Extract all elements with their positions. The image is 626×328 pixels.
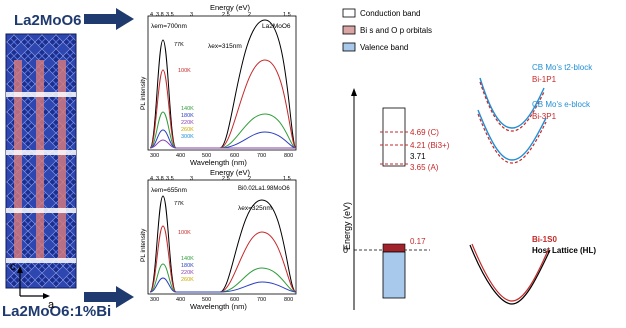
bi-orbital-block — [382, 243, 406, 253]
top-xtick-3: 600 — [230, 153, 239, 159]
bottom-energy-tick-3: 3 — [190, 176, 193, 182]
crystal-structure — [5, 33, 77, 289]
curve-bi-1s0 — [471, 243, 550, 302]
energy-zero-label: 0 — [343, 245, 348, 255]
legend-conduction: Conduction band — [360, 9, 421, 18]
top-energy-tick-2: 3.5 — [166, 12, 174, 18]
bottom-xtick-1: 400 — [176, 297, 185, 303]
level-bi3: 4.21 (Bi3+) — [410, 141, 450, 150]
top-xtick-2: 500 — [202, 153, 211, 159]
label-bi-3p1: Bi-3P1 — [532, 112, 557, 121]
bottom-energy-tick-4: 2.5 — [222, 176, 230, 182]
label-e-block: CB Mo's e-block — [532, 100, 591, 109]
band-legend: Conduction band Bi s and O p orbitals Va… — [342, 8, 432, 52]
top-compound-label: La2MoO6 — [14, 12, 82, 29]
bottom-xtick-3: 600 — [230, 297, 239, 303]
bottom-compound: Bi0.02La1.98MoO6 — [238, 186, 290, 192]
bottom-ylabel: PL intensity — [140, 228, 147, 262]
top-energy-tick-4: 2.5 — [222, 12, 230, 18]
level-c: 4.69 (C) — [410, 128, 439, 137]
legend-valence: Valence band — [360, 43, 408, 52]
top-temp-3: 180K — [181, 113, 194, 119]
bottom-energy-tick-0: 4 — [150, 176, 153, 182]
bottom-energy-tick-5: 2 — [248, 176, 251, 182]
bottom-xtick-2: 500 — [202, 297, 211, 303]
top-curve-220k — [149, 139, 296, 149]
top-xtick-4: 700 — [257, 153, 266, 159]
top-ylabel: PL intensity — [140, 76, 147, 110]
bottom-xtick-5: 800 — [284, 297, 293, 303]
top-energy-tick-5: 2 — [248, 12, 251, 18]
bottom-temp-4: 220K — [181, 270, 194, 276]
energy-axis-label: Energy (eV) — [342, 202, 352, 250]
bottom-compound-label: La2MoO6:1%Bi — [2, 303, 112, 320]
top-xtick-5: 800 — [284, 153, 293, 159]
top-energy-title: Energy (eV) — [210, 3, 251, 12]
bottom-energy-tick-1: 3.8 — [156, 176, 164, 182]
conduction-band-box — [382, 107, 406, 167]
energy-level-diagram: Energy (eV) 0 4.69 (C) 4.21 (Bi3+) 3.71 … — [342, 88, 450, 310]
bottom-temp-0: 77K — [174, 201, 184, 207]
top-energy-tick-1: 3.8 — [156, 12, 164, 18]
top-temp-1: 100K — [178, 68, 191, 74]
top-lambda-ex: λex=315nm — [208, 43, 242, 50]
bottom-curve-180k — [149, 277, 297, 293]
top-temp-0: 77K — [174, 42, 184, 48]
axis-indicator: c a — [10, 261, 55, 311]
top-xlabel: Wavelength (nm) — [190, 158, 247, 167]
level-a: 3.65 (A) — [410, 163, 439, 172]
bottom-lambda-em: λem=655nm — [151, 187, 187, 194]
bottom-energy-tick-6: 1.5 — [283, 176, 291, 182]
bottom-temp-1: 100K — [178, 230, 191, 236]
axis-a-label: a — [48, 299, 55, 311]
level-cb-edge: 3.71 — [410, 152, 426, 161]
bottom-energy-title: Energy (eV) — [210, 168, 251, 177]
bottom-pl-plot: Energy (eV) 4 3.8 3.5 3 2.5 2 1.5 PL int… — [140, 168, 297, 311]
legend-bi-orbitals: Bi s and O p orbitals — [360, 26, 432, 35]
bottom-energy-tick-2: 3.5 — [166, 176, 174, 182]
curve-bi-3p1 — [477, 113, 547, 164]
top-lambda-em: λem=700nm — [151, 23, 187, 30]
level-zero-value: 0.17 — [410, 237, 426, 246]
label-t2-block: CB Mo's t2-block — [532, 63, 593, 72]
curve-t2-block — [479, 77, 545, 129]
bottom-xtick-0: 300 — [150, 297, 159, 303]
top-energy-tick-6: 1.5 — [283, 12, 291, 18]
curve-e-block — [477, 109, 547, 161]
bottom-arrow — [84, 286, 134, 308]
bottom-lambda-ex: λex=325nm — [238, 205, 272, 212]
label-bi-1p1: Bi-1P1 — [532, 75, 557, 84]
top-compound: La2MoO6 — [262, 23, 291, 30]
curve-host-lattice — [469, 244, 551, 305]
top-energy-tick-0: 4 — [150, 12, 153, 18]
top-xtick-1: 400 — [176, 153, 185, 159]
top-temp-2: 140K — [181, 106, 194, 112]
bottom-xlabel: Wavelength (nm) — [190, 302, 247, 311]
top-temp-6: 300K — [181, 134, 194, 140]
top-curve-77k — [149, 19, 297, 149]
valence-band-box — [382, 251, 406, 299]
label-host-lattice: Host Lattice (HL) — [532, 246, 596, 255]
bottom-xtick-4: 700 — [257, 297, 266, 303]
bottom-temp-2: 140K — [181, 256, 194, 262]
top-pl-plot: Energy (eV) 4 3.8 3.5 3 2.5 2 1.5 PL int… — [140, 3, 297, 167]
configuration-curves: CB Mo's t2-block Bi-1P1 CB Mo's e-block … — [469, 63, 596, 305]
label-bi-1s0: Bi-1S0 — [532, 235, 557, 244]
top-temp-5: 260K — [181, 127, 194, 133]
top-arrow — [84, 8, 134, 30]
top-xtick-0: 300 — [150, 153, 159, 159]
bottom-temp-3: 180K — [181, 263, 194, 269]
bottom-temp-5: 260K — [181, 277, 194, 283]
curve-bi-1p1 — [479, 81, 545, 132]
axis-c-label: c — [10, 261, 16, 273]
top-energy-tick-3: 3 — [190, 12, 193, 18]
top-temp-4: 220K — [181, 120, 194, 126]
